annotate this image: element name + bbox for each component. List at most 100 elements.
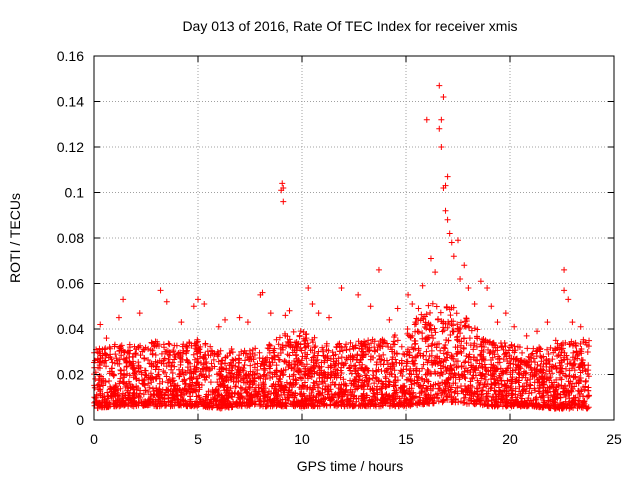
- data-point: [571, 373, 578, 380]
- data-point: [394, 350, 401, 357]
- data-point: [107, 403, 114, 410]
- data-point: [494, 377, 501, 384]
- data-point: [330, 355, 337, 362]
- data-point: [419, 365, 426, 372]
- data-point: [359, 393, 366, 400]
- data-point: [500, 346, 507, 353]
- data-point: [146, 384, 153, 391]
- data-point: [103, 335, 110, 342]
- data-point: [540, 361, 547, 368]
- data-point: [327, 382, 334, 389]
- data-point: [194, 379, 201, 386]
- y-tick-label: 0.12: [57, 139, 84, 155]
- data-point: [524, 359, 531, 366]
- data-point: [547, 344, 554, 351]
- data-point: [442, 182, 449, 189]
- data-point: [266, 396, 273, 403]
- data-point: [177, 355, 184, 362]
- data-point: [169, 369, 176, 376]
- data-point: [236, 314, 243, 321]
- data-point: [183, 343, 190, 350]
- data-point: [346, 346, 353, 353]
- data-point: [492, 388, 499, 395]
- data-point: [202, 341, 209, 348]
- data-point: [506, 352, 513, 359]
- data-point: [247, 377, 254, 384]
- data-point: [297, 341, 304, 348]
- data-point: [448, 352, 455, 359]
- data-point: [373, 361, 380, 368]
- data-point: [478, 391, 485, 398]
- data-point: [416, 368, 423, 375]
- data-point: [293, 377, 300, 384]
- data-point: [525, 395, 532, 402]
- data-point: [136, 310, 143, 317]
- data-point: [364, 392, 371, 399]
- data-point: [546, 384, 553, 391]
- data-point: [149, 374, 156, 381]
- y-tick-label: 0.16: [57, 48, 84, 64]
- data-point: [413, 365, 420, 372]
- data-point: [398, 343, 405, 350]
- data-point: [538, 354, 545, 361]
- data-point: [447, 312, 454, 319]
- data-point: [542, 370, 549, 377]
- data-point: [411, 337, 418, 344]
- data-point: [439, 328, 446, 335]
- data-point: [439, 399, 446, 406]
- data-point: [184, 401, 191, 408]
- data-point: [225, 404, 232, 411]
- data-point: [229, 349, 236, 356]
- data-point: [431, 368, 438, 375]
- data-point: [389, 354, 396, 361]
- data-point: [225, 403, 232, 410]
- data-point: [325, 394, 332, 401]
- data-point: [461, 335, 468, 342]
- data-point: [418, 375, 425, 382]
- data-point: [444, 396, 451, 403]
- data-point: [393, 359, 400, 366]
- data-point: [454, 390, 461, 397]
- data-point: [105, 354, 112, 361]
- data-point: [241, 399, 248, 406]
- data-point: [198, 399, 205, 406]
- data-point: [385, 378, 392, 385]
- data-point: [145, 357, 152, 364]
- data-point: [509, 376, 516, 383]
- data-point: [549, 363, 556, 370]
- data-point: [292, 376, 299, 383]
- data-point: [453, 358, 460, 365]
- data-point: [472, 401, 479, 408]
- data-point: [172, 353, 179, 360]
- data-point: [266, 365, 273, 372]
- data-point: [455, 237, 461, 244]
- data-point: [126, 341, 133, 348]
- data-point: [583, 341, 590, 348]
- data-point: [302, 344, 309, 351]
- y-tick-label: 0.14: [57, 94, 84, 110]
- data-point: [112, 387, 119, 394]
- data-point: [155, 371, 162, 378]
- data-point: [503, 353, 510, 360]
- data-point: [546, 357, 553, 364]
- data-point: [97, 358, 104, 365]
- data-point: [369, 336, 376, 343]
- data-point: [242, 386, 249, 393]
- data-point: [466, 335, 473, 342]
- data-point: [572, 339, 579, 346]
- data-point: [474, 356, 481, 363]
- data-point: [193, 393, 200, 400]
- data-point: [462, 375, 469, 382]
- data-point: [304, 351, 311, 358]
- data-point: [367, 303, 374, 310]
- data-point: [125, 348, 132, 355]
- data-point: [247, 400, 254, 407]
- data-point: [491, 380, 498, 387]
- data-point: [111, 341, 118, 348]
- data-point: [288, 400, 295, 407]
- data-point: [470, 354, 477, 361]
- data-point: [476, 360, 483, 367]
- data-point: [232, 356, 239, 363]
- data-point: [407, 390, 414, 397]
